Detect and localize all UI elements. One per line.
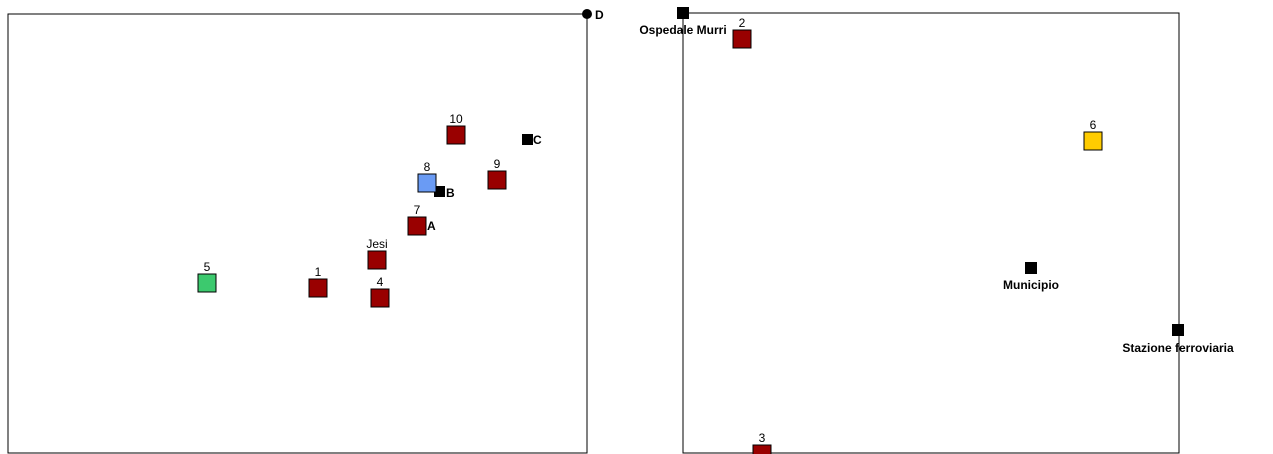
map-marker-8[interactable]: 8 bbox=[417, 160, 437, 193]
map-marker-jesi-square[interactable] bbox=[367, 250, 387, 270]
map-marker-3[interactable]: 3 bbox=[752, 431, 772, 454]
map-marker-1[interactable]: 1 bbox=[308, 265, 328, 298]
map-marker-1-square[interactable] bbox=[308, 278, 328, 298]
reference-point-c-icon bbox=[522, 134, 533, 145]
map-marker-4[interactable]: 4 bbox=[370, 275, 390, 308]
reference-point-municipio-label: Municipio bbox=[1003, 278, 1059, 292]
map-marker-6-square[interactable] bbox=[1083, 131, 1103, 151]
map-marker-1-label: 1 bbox=[315, 265, 322, 279]
map-marker-3-label: 3 bbox=[759, 431, 766, 445]
reference-point-b-label: B bbox=[446, 186, 455, 200]
map-marker-5[interactable]: 5 bbox=[197, 260, 217, 293]
reference-point-c-label: C bbox=[533, 133, 542, 147]
reference-point-d-icon bbox=[582, 9, 592, 19]
map-marker-10-square[interactable] bbox=[446, 125, 466, 145]
map-marker-4-square[interactable] bbox=[370, 288, 390, 308]
right-map-panel: Ospedale Murri Municipio Stazione ferrov… bbox=[639, 7, 1234, 454]
map-marker-8-square[interactable] bbox=[417, 173, 437, 193]
reference-point-stazione-icon bbox=[1172, 324, 1184, 336]
map-marker-5-label: 5 bbox=[204, 260, 211, 274]
reference-point-a-label: A bbox=[427, 219, 436, 233]
reference-point-ospedale-icon bbox=[677, 7, 689, 19]
map-marker-2[interactable]: 2 bbox=[732, 16, 752, 49]
right-map-frame bbox=[682, 12, 1180, 454]
map-marker-9[interactable]: 9 bbox=[487, 157, 507, 190]
map-marker-3-square[interactable] bbox=[752, 444, 772, 454]
left-map-frame bbox=[7, 13, 588, 454]
map-marker-2-square[interactable] bbox=[732, 29, 752, 49]
map-marker-6[interactable]: 6 bbox=[1083, 118, 1103, 151]
map-marker-9-square[interactable] bbox=[487, 170, 507, 190]
map-marker-jesi[interactable]: Jesi bbox=[366, 237, 388, 270]
reference-point-stazione-label: Stazione ferroviaria bbox=[1122, 341, 1234, 355]
map-marker-8-label: 8 bbox=[424, 160, 431, 174]
reference-point-municipio-icon bbox=[1025, 262, 1037, 274]
reference-point-ospedale-label: Ospedale Murri bbox=[639, 23, 726, 37]
map-marker-7-label: 7 bbox=[414, 203, 421, 217]
map-marker-10[interactable]: 10 bbox=[446, 112, 466, 145]
map-marker-7-square[interactable] bbox=[407, 216, 427, 236]
reference-point-d-label: D bbox=[595, 8, 604, 22]
left-map-panel: A B C D 1 4 5 7 8 9 bbox=[7, 8, 604, 454]
map-marker-jesi-label: Jesi bbox=[366, 237, 387, 251]
map-marker-6-label: 6 bbox=[1090, 118, 1097, 132]
map-marker-9-label: 9 bbox=[494, 157, 501, 171]
map-marker-10-label: 10 bbox=[449, 112, 463, 126]
map-marker-5-square[interactable] bbox=[197, 273, 217, 293]
reference-point-b-icon bbox=[434, 186, 445, 197]
map-marker-7[interactable]: 7 bbox=[407, 203, 427, 236]
map-marker-4-label: 4 bbox=[377, 275, 384, 289]
map-marker-2-label: 2 bbox=[739, 16, 746, 30]
